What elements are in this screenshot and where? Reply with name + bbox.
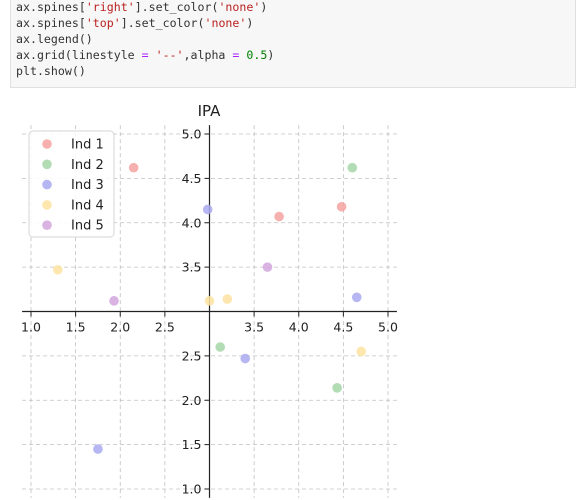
code-line: ax.legend(): [16, 31, 93, 47]
chart-title: IPA: [198, 102, 222, 120]
grid: [22, 125, 397, 498]
code-token: ax.legend(): [16, 32, 93, 46]
code-line: plt.show(): [16, 63, 86, 79]
data-point-ind-3: [351, 292, 362, 303]
code-token: ): [260, 0, 268, 14]
y-tick-label: 3.5: [182, 260, 202, 275]
axes: 1.0 1.5 2.0 2.5 3.5 4.0 4.5 5.0 5.0 4.5 4.0 3.5 2.5 2…: [21, 125, 398, 498]
legend: Ind 1 Ind 2 Ind 3 Ind 4 Ind 5: [28, 130, 115, 238]
code-token: ax.grid(linestyle: [16, 48, 142, 62]
legend-label: Ind 3: [71, 178, 104, 193]
y-tick-label: 4.0: [182, 215, 202, 230]
data-point-ind-3: [240, 353, 250, 364]
x-tick-label: 4.5: [333, 320, 353, 335]
x-tick-label: 2.0: [110, 320, 130, 335]
y-tick-label: 2.0: [182, 393, 202, 408]
data-points: [52, 162, 367, 454]
data-point-ind-3: [93, 444, 103, 454]
x-tick-label: 5.0: [378, 320, 398, 335]
data-point-ind-3: [202, 204, 213, 215]
y-tick-label: 4.5: [182, 171, 202, 186]
legend-label: Ind 2: [71, 158, 104, 173]
x-tick-label: 4.0: [289, 320, 309, 335]
code-token: ax.spines[: [16, 16, 86, 30]
code-token: '--': [155, 48, 184, 62]
code-line: ax.grid(linestyle = '--',alpha = 0.5): [16, 47, 274, 63]
data-point-ind-5: [109, 296, 119, 306]
data-point-ind-4: [204, 296, 215, 306]
legend-label: Ind 5: [71, 219, 104, 234]
code-cell[interactable]: ax.spines['right'].set_color('none') ax.s…: [10, 0, 576, 88]
code-token: plt.show(): [16, 64, 86, 78]
x-tick-label: 1.5: [66, 320, 86, 335]
code-token: ): [246, 16, 254, 30]
data-point-ind-1: [274, 211, 284, 222]
code-token: =: [232, 48, 240, 62]
code-token: 0.5: [246, 48, 268, 62]
legend-label: Ind 4: [71, 198, 104, 213]
code-token: =: [141, 48, 149, 62]
code-token: 'right': [85, 0, 135, 14]
code-token: ): [267, 48, 275, 62]
y-tick-label: 2.5: [182, 348, 202, 363]
code-token: ax.spines[: [16, 0, 86, 14]
code-token: ,alpha: [183, 48, 233, 62]
x-tick-label: 2.5: [155, 320, 175, 335]
data-point-ind-4: [356, 346, 367, 357]
legend-marker: [42, 159, 52, 170]
legend-marker: [42, 179, 52, 190]
data-point-ind-5: [262, 262, 273, 272]
code-token: 'none': [218, 0, 261, 14]
code-token: 'none': [204, 16, 247, 30]
code-line: ax.spines['top'].set_color('none'): [16, 15, 253, 31]
code-line: ax.spines['right'].set_color('none'): [16, 0, 267, 15]
legend-marker: [42, 220, 52, 230]
y-tick-label: 1.5: [182, 437, 202, 452]
data-point-ind-2: [332, 383, 342, 393]
data-point-ind-1: [336, 201, 347, 212]
data-point-ind-2: [215, 342, 226, 352]
code-token: ].set_color(: [120, 16, 205, 30]
code-token: 'top': [85, 16, 121, 30]
data-point-ind-2: [347, 162, 358, 173]
x-tick-label: 1.0: [21, 320, 41, 335]
code-token: ].set_color(: [134, 0, 219, 14]
data-point-ind-1: [128, 162, 139, 173]
legend-box: [28, 130, 115, 238]
y-tick-label: 1.0: [182, 482, 202, 497]
legend-marker: [42, 139, 52, 149]
data-point-ind-4: [222, 294, 233, 304]
y-tick-label: 5.0: [182, 127, 202, 142]
x-tick-label: 3.5: [244, 320, 264, 335]
legend-marker: [42, 200, 52, 210]
legend-label: Ind 1: [71, 138, 104, 153]
data-point-ind-4: [52, 264, 63, 275]
